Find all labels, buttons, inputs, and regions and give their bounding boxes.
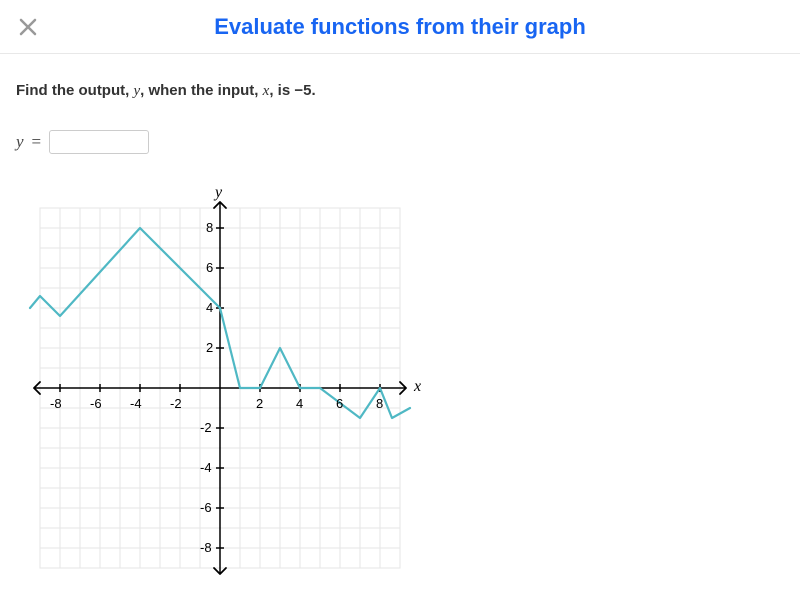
x-axis-label: x	[414, 378, 421, 396]
close-icon[interactable]	[16, 15, 40, 39]
y-axis-label: y	[215, 184, 222, 202]
x-tick-label: 2	[256, 396, 263, 411]
x-tick-label: -4	[130, 396, 142, 411]
y-tick-label: 8	[206, 220, 213, 235]
question-text: Find the output, y, when the input, x, i…	[16, 82, 784, 100]
y-tick-label: 2	[206, 340, 213, 355]
q-mid2: , is	[269, 82, 294, 99]
y-tick-label: -8	[200, 540, 212, 555]
x-tick-label: -6	[90, 396, 102, 411]
x-tick-label: -2	[170, 396, 182, 411]
y-tick-label: 6	[206, 260, 213, 275]
x-tick-label: 6	[336, 396, 343, 411]
y-tick-label: -2	[200, 420, 212, 435]
answer-var: y	[16, 132, 24, 152]
y-tick-label: 4	[206, 300, 213, 315]
y-tick-label: -6	[200, 500, 212, 515]
q-prefix: Find the output,	[16, 82, 133, 99]
function-graph: -8 -6 -4 -2 2 4 6 8 -8 -6 -4 -2 2 4 6 8 y x	[16, 184, 424, 592]
page-title: Evaluate functions from their graph	[40, 14, 760, 40]
q-mid1: , when the input,	[140, 82, 263, 99]
q-value: −5	[294, 82, 311, 99]
y-tick-label: -4	[200, 460, 212, 475]
x-tick-label: 4	[296, 396, 303, 411]
answer-row: y =	[16, 130, 784, 154]
x-tick-label: -8	[50, 396, 62, 411]
answer-eq: =	[32, 132, 42, 152]
q-suffix: .	[311, 82, 315, 99]
answer-input[interactable]	[49, 130, 149, 154]
x-tick-label: 8	[376, 396, 383, 411]
